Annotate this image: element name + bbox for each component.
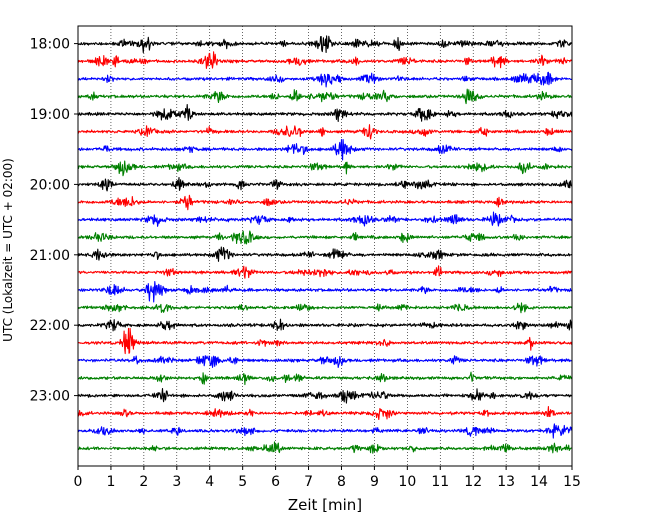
trace-line xyxy=(77,281,573,303)
x-axis-label: Zeit [min] xyxy=(288,496,362,514)
x-tick-label: 1 xyxy=(106,474,115,490)
x-tick-label: 11 xyxy=(431,474,449,490)
grid-layer xyxy=(110,26,540,466)
trace-line xyxy=(77,138,573,161)
trace-line xyxy=(77,265,573,279)
trace-line xyxy=(77,51,573,69)
x-tick-label: 10 xyxy=(398,474,416,490)
x-tick-label: 3 xyxy=(172,474,181,490)
trace-line xyxy=(77,176,573,192)
trace-line xyxy=(77,387,573,404)
y-tick-label: 20:00 xyxy=(30,177,70,193)
trace-line xyxy=(77,88,573,105)
x-tick-label: 7 xyxy=(304,474,313,490)
y-axis-ticks: 18:00 19:00 20:00 21:00 22:00 23:00 xyxy=(30,37,78,405)
trace-line xyxy=(77,211,573,227)
y-tick-label: 22:00 xyxy=(30,318,70,334)
x-tick-label: 6 xyxy=(271,474,280,490)
trace-line xyxy=(77,103,573,123)
x-tick-label: 0 xyxy=(74,474,83,490)
x-tick-label: 13 xyxy=(497,474,515,490)
y-tick-label: 18:00 xyxy=(30,37,70,53)
trace-line xyxy=(77,124,573,140)
trace-line xyxy=(77,406,573,421)
x-axis-ticks: 0 1 2 3 4 5 6 7 8 9 10 11 12 13 14 15 xyxy=(74,466,581,490)
x-tick-label: 14 xyxy=(530,474,548,490)
trace-line xyxy=(77,371,573,386)
trace-layer xyxy=(77,35,573,454)
trace-line xyxy=(77,246,573,262)
trace-line xyxy=(77,302,573,314)
y-axis-label: UTC (Lokalzeit = UTC + 02:00) xyxy=(1,158,15,342)
trace-line xyxy=(77,194,573,211)
y-tick-label: 23:00 xyxy=(30,389,70,405)
trace-line xyxy=(77,71,573,88)
x-tick-label: 5 xyxy=(238,474,247,490)
x-tick-label: 15 xyxy=(563,474,581,490)
x-tick-label: 4 xyxy=(205,474,214,490)
trace-line xyxy=(77,160,573,177)
x-tick-label: 2 xyxy=(139,474,148,490)
trace-line xyxy=(77,318,573,332)
trace-line xyxy=(77,35,573,54)
x-tick-label: 8 xyxy=(337,474,346,490)
x-tick-label: 9 xyxy=(370,474,379,490)
trace-line xyxy=(77,230,573,245)
trace-line xyxy=(77,327,573,355)
plot-frame xyxy=(77,25,573,467)
y-tick-label: 21:00 xyxy=(30,248,70,264)
x-tick-label: 12 xyxy=(464,474,482,490)
y-tick-label: 19:00 xyxy=(30,107,70,123)
trace-line xyxy=(77,441,573,454)
trace-line xyxy=(77,355,573,368)
trace-line xyxy=(77,423,573,439)
